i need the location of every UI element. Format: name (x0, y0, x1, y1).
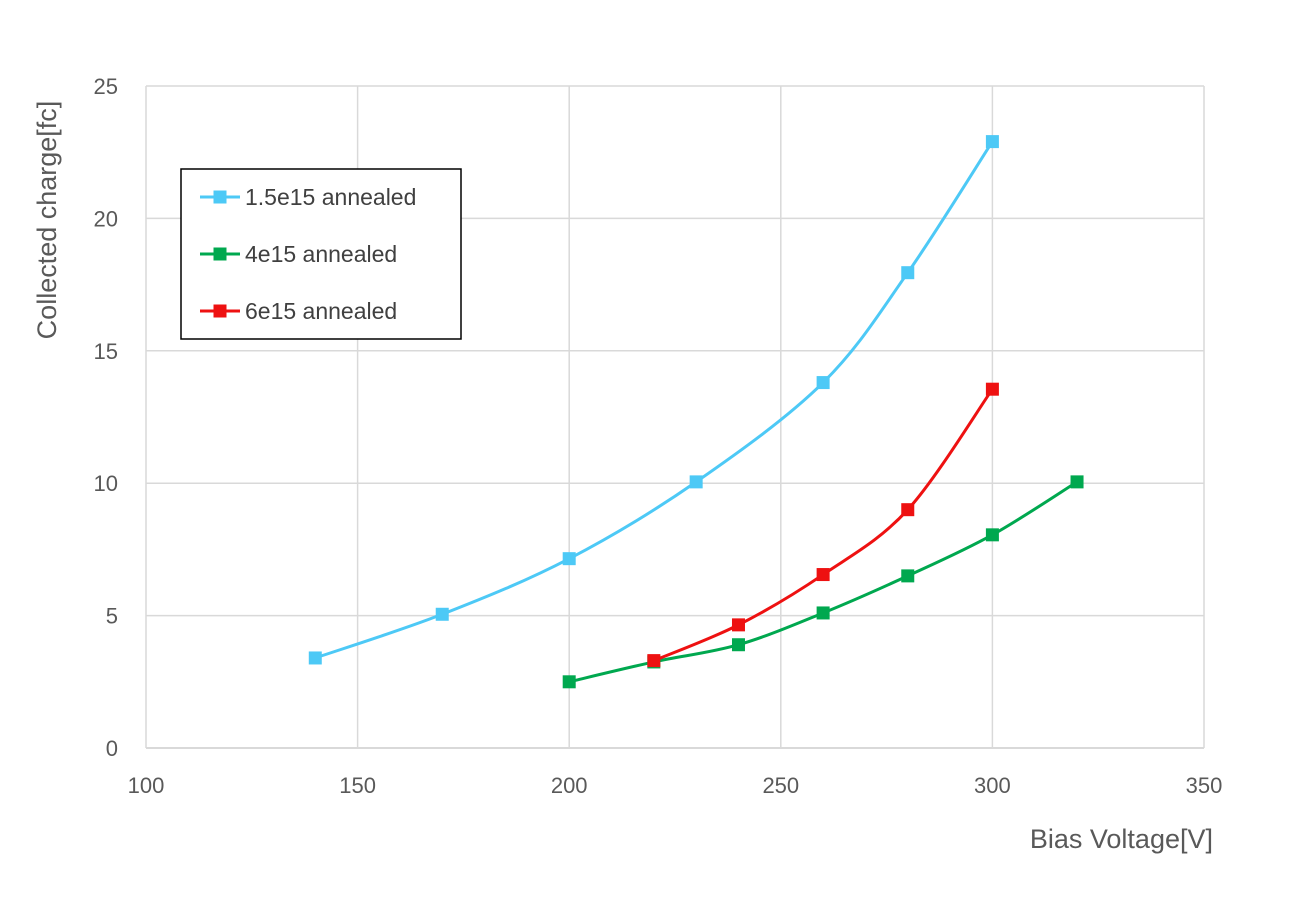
x-tick-label: 200 (551, 773, 588, 798)
legend-label: 1.5e15 annealed (245, 184, 416, 210)
data-point (901, 266, 915, 280)
series-1 (308, 135, 999, 665)
data-point (816, 568, 830, 582)
y-tick-label: 10 (94, 471, 118, 496)
y-tick-label: 20 (94, 206, 118, 231)
legend-label: 6e15 annealed (245, 298, 397, 324)
x-axis-title: Bias Voltage[V] (1030, 824, 1213, 854)
series-line (652, 387, 994, 663)
legend-marker (213, 304, 227, 318)
data-point (985, 135, 999, 149)
tick-labels: 0 5 10 15 20 25 100 150 200 250 300 350 (94, 74, 1223, 798)
x-tick-label: 300 (974, 773, 1011, 798)
data-point (647, 654, 661, 668)
data-point (562, 552, 576, 566)
data-point (985, 382, 999, 396)
legend: 1.5e15 annealed 4e15 annealed 6e15 anneale… (180, 168, 462, 340)
legend-label: 4e15 annealed (245, 241, 397, 267)
data-point (1070, 475, 1084, 489)
y-tick-label: 0 (106, 736, 118, 761)
y-tick-label: 25 (94, 74, 118, 99)
y-axis-title: Collected charge[fc] (32, 101, 62, 340)
series-2 (562, 475, 1084, 689)
data-point (816, 606, 830, 620)
data-point (816, 376, 830, 390)
x-tick-label: 150 (339, 773, 376, 798)
data-point (731, 618, 745, 632)
series-lines (308, 135, 1084, 689)
data-point (985, 528, 999, 542)
data-point (689, 475, 703, 489)
x-tick-label: 350 (1186, 773, 1223, 798)
data-point (731, 638, 745, 652)
series-line (567, 480, 1079, 684)
data-point (308, 651, 322, 665)
data-point (901, 503, 915, 517)
data-point (562, 675, 576, 689)
series-3 (647, 382, 999, 668)
y-tick-label: 5 (106, 604, 118, 629)
x-tick-label: 250 (762, 773, 799, 798)
legend-marker (213, 190, 227, 204)
x-tick-label: 100 (128, 773, 165, 798)
data-point (435, 607, 449, 621)
legend-marker (213, 247, 227, 261)
data-point (901, 569, 915, 583)
y-tick-label: 15 (94, 339, 118, 364)
